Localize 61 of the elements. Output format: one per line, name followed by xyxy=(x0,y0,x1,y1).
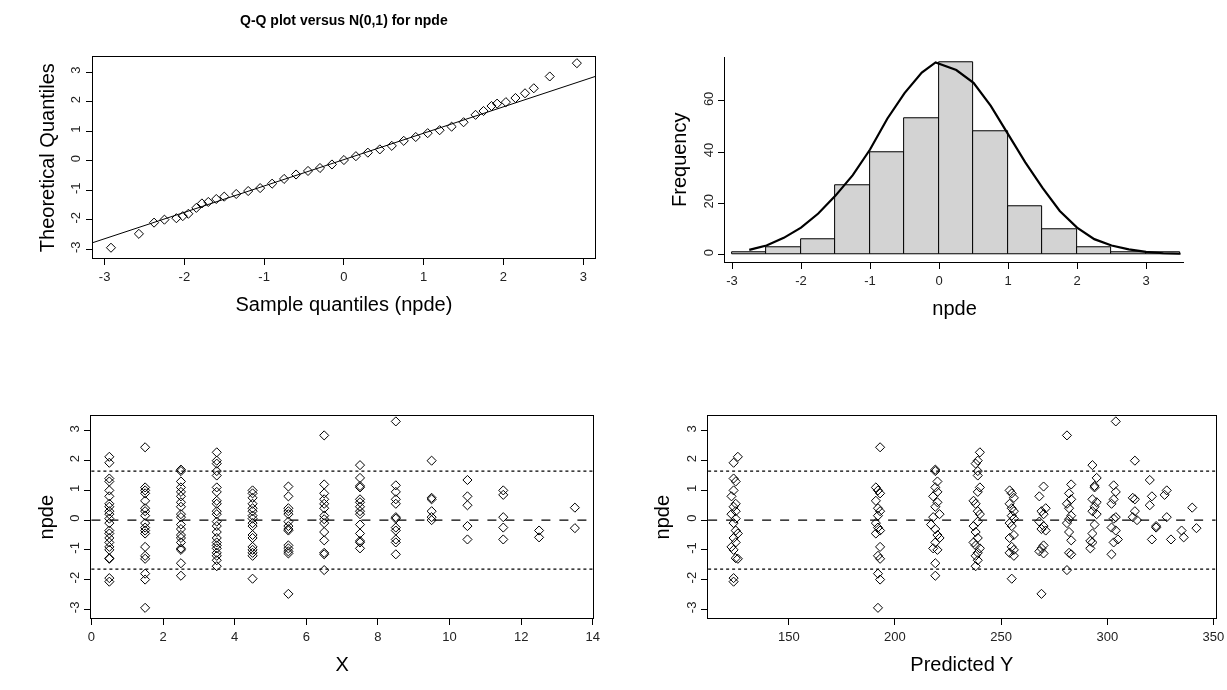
y-tick-label: -3 xyxy=(683,601,699,614)
y-tick-label: 1 xyxy=(683,484,699,493)
y-tick-label: 3 xyxy=(67,425,83,433)
y-tick-label: 0 xyxy=(700,248,716,257)
x-tick-label: 350 xyxy=(1202,628,1225,644)
y-tick-label: -1 xyxy=(68,182,84,194)
x-tick-label: 14 xyxy=(585,628,601,644)
y-tick-label: -2 xyxy=(67,571,83,584)
x-tick-label: 0 xyxy=(935,272,943,288)
x-tick-label: 2 xyxy=(159,628,167,644)
y-tick-label: -1 xyxy=(67,542,83,554)
x-axis-title: Sample quantiles (npde) xyxy=(235,293,453,316)
y-tick-label: 1 xyxy=(68,125,84,133)
y-axis-title: npde xyxy=(34,494,57,540)
x-tick-label: 200 xyxy=(884,628,906,644)
x-tick-label: -3 xyxy=(726,272,738,288)
x-tick-label: 250 xyxy=(990,628,1012,644)
x-tick-label: 3 xyxy=(579,268,587,284)
y-tick-label: 2 xyxy=(67,455,83,463)
x-tick-label: 2 xyxy=(499,268,508,284)
y-tick-label: 0 xyxy=(67,514,83,522)
y-tick-label: 0 xyxy=(68,155,84,163)
x-tick-label: 8 xyxy=(374,628,382,644)
x-tick-label: 4 xyxy=(231,628,239,644)
x-tick-label: 2 xyxy=(1073,272,1081,288)
x-tick-label: -2 xyxy=(795,272,807,288)
x-tick-label: -2 xyxy=(178,268,191,284)
x-tick-label: 6 xyxy=(302,628,310,644)
y-tick-label: 0 xyxy=(683,514,699,522)
y-tick-label: -2 xyxy=(68,211,84,224)
y-axis-title: Frequency xyxy=(668,112,691,207)
x-tick-label: 0 xyxy=(340,268,348,284)
x-tick-label: 1 xyxy=(1004,272,1012,288)
y-tick-label: 60 xyxy=(700,91,716,107)
x-axis-title: X xyxy=(335,653,349,676)
y-tick-label: 3 xyxy=(683,425,699,433)
y-axis-title: npde xyxy=(651,494,674,540)
x-tick-label: 12 xyxy=(513,628,529,644)
y-tick-label: 20 xyxy=(700,194,716,209)
chart-title: Q-Q plot versus N(0,1) for npde xyxy=(240,12,448,28)
x-tick-label: 300 xyxy=(1096,628,1119,644)
y-tick-label: -1 xyxy=(683,542,699,554)
y-tick-label: -3 xyxy=(67,601,83,614)
x-tick-label: 3 xyxy=(1142,272,1150,288)
x-tick-label: 10 xyxy=(442,628,457,644)
y-tick-label: -2 xyxy=(683,571,699,584)
x-tick-label: -1 xyxy=(864,272,876,288)
y-tick-label: 1 xyxy=(67,484,83,493)
x-axis-title: Predicted Y xyxy=(910,653,1014,676)
x-tick-label: 150 xyxy=(777,628,800,644)
x-tick-label: 1 xyxy=(420,268,428,284)
x-axis-title: npde xyxy=(932,297,977,320)
y-tick-label: 40 xyxy=(700,142,716,158)
x-tick-label: -3 xyxy=(98,268,111,284)
x-tick-label: 0 xyxy=(87,628,96,644)
y-tick-label: 2 xyxy=(68,95,84,104)
y-tick-label: -3 xyxy=(68,241,84,254)
y-tick-label: 2 xyxy=(683,455,699,463)
y-tick-label: 3 xyxy=(68,66,84,74)
x-tick-label: -1 xyxy=(258,268,270,284)
y-axis-title: Theoretical Quantiles xyxy=(35,63,58,253)
